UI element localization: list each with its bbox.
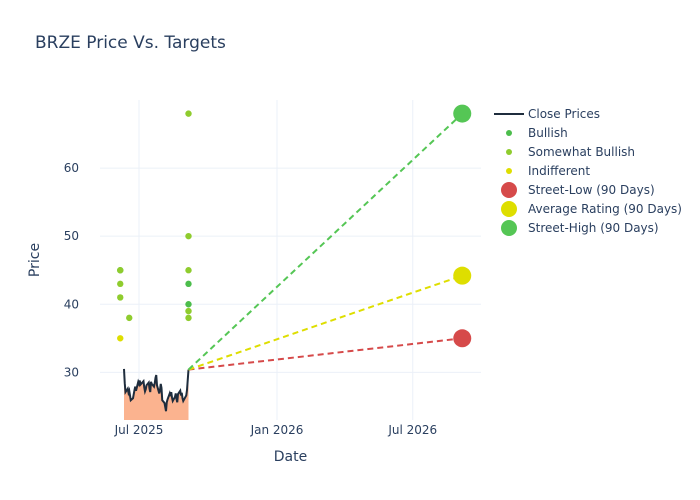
rating-point xyxy=(126,314,133,322)
legend-label: Indifferent xyxy=(528,163,591,178)
legend-item[interactable]: Close Prices xyxy=(494,104,682,123)
x-tick-label: Jan 2026 xyxy=(250,423,304,437)
rating-point xyxy=(117,267,124,274)
y-axis-title: Price xyxy=(27,243,43,277)
target-line xyxy=(188,337,463,371)
legend-item[interactable]: Street-Low (90 Days) xyxy=(494,180,682,199)
rating-point xyxy=(185,314,192,322)
legend-swatch xyxy=(494,123,524,142)
rating-point xyxy=(185,110,192,117)
legend-label: Close Prices xyxy=(528,106,601,121)
close-price-area xyxy=(124,368,189,420)
rating-point xyxy=(117,294,124,301)
legend-label: Somewhat Bullish xyxy=(528,144,636,159)
legend-item[interactable]: Average Rating (90 Days) xyxy=(494,199,682,218)
legend-swatch xyxy=(494,218,524,237)
x-tick-label: Jul 2025 xyxy=(114,423,164,437)
target-line xyxy=(188,274,463,371)
legend-swatch xyxy=(494,199,524,218)
y-tick-label: 30 xyxy=(64,365,79,379)
target-line xyxy=(187,112,463,371)
x-axis-title: Date xyxy=(274,449,307,465)
legend-label: Bullish xyxy=(528,125,568,140)
rating-point xyxy=(185,280,192,288)
y-tick-label: 50 xyxy=(64,229,79,243)
legend-swatch xyxy=(494,142,524,161)
legend-item[interactable]: Bullish xyxy=(494,123,682,142)
x-tick-label: Jul 2026 xyxy=(387,423,437,437)
legend: Close Prices Bullish Somewhat Bullish Indif… xyxy=(494,104,682,237)
legend-label: Average Rating (90 Days) xyxy=(528,201,682,216)
close-price-line xyxy=(123,368,190,412)
rating-point xyxy=(185,232,192,240)
rating-point xyxy=(185,267,192,274)
target-marker xyxy=(453,104,472,123)
y-tick-label: 40 xyxy=(64,297,79,311)
y-tick-label: 60 xyxy=(64,161,79,175)
rating-point xyxy=(185,307,192,315)
rating-point xyxy=(117,335,124,342)
legend-label: Street-High (90 Days) xyxy=(528,220,659,235)
target-marker xyxy=(453,329,472,348)
chart-title: BRZE Price Vs. Targets xyxy=(35,33,226,53)
legend-item[interactable]: Somewhat Bullish xyxy=(494,142,682,161)
legend-label: Street-Low (90 Days) xyxy=(528,182,655,197)
legend-item[interactable]: Street-High (90 Days) xyxy=(494,218,682,237)
legend-item[interactable]: Indifferent xyxy=(494,161,682,180)
legend-swatch xyxy=(494,161,524,180)
legend-swatch xyxy=(494,104,524,123)
target-marker xyxy=(453,266,472,285)
rating-point xyxy=(117,280,124,288)
rating-point xyxy=(185,301,192,308)
legend-swatch xyxy=(494,180,524,199)
